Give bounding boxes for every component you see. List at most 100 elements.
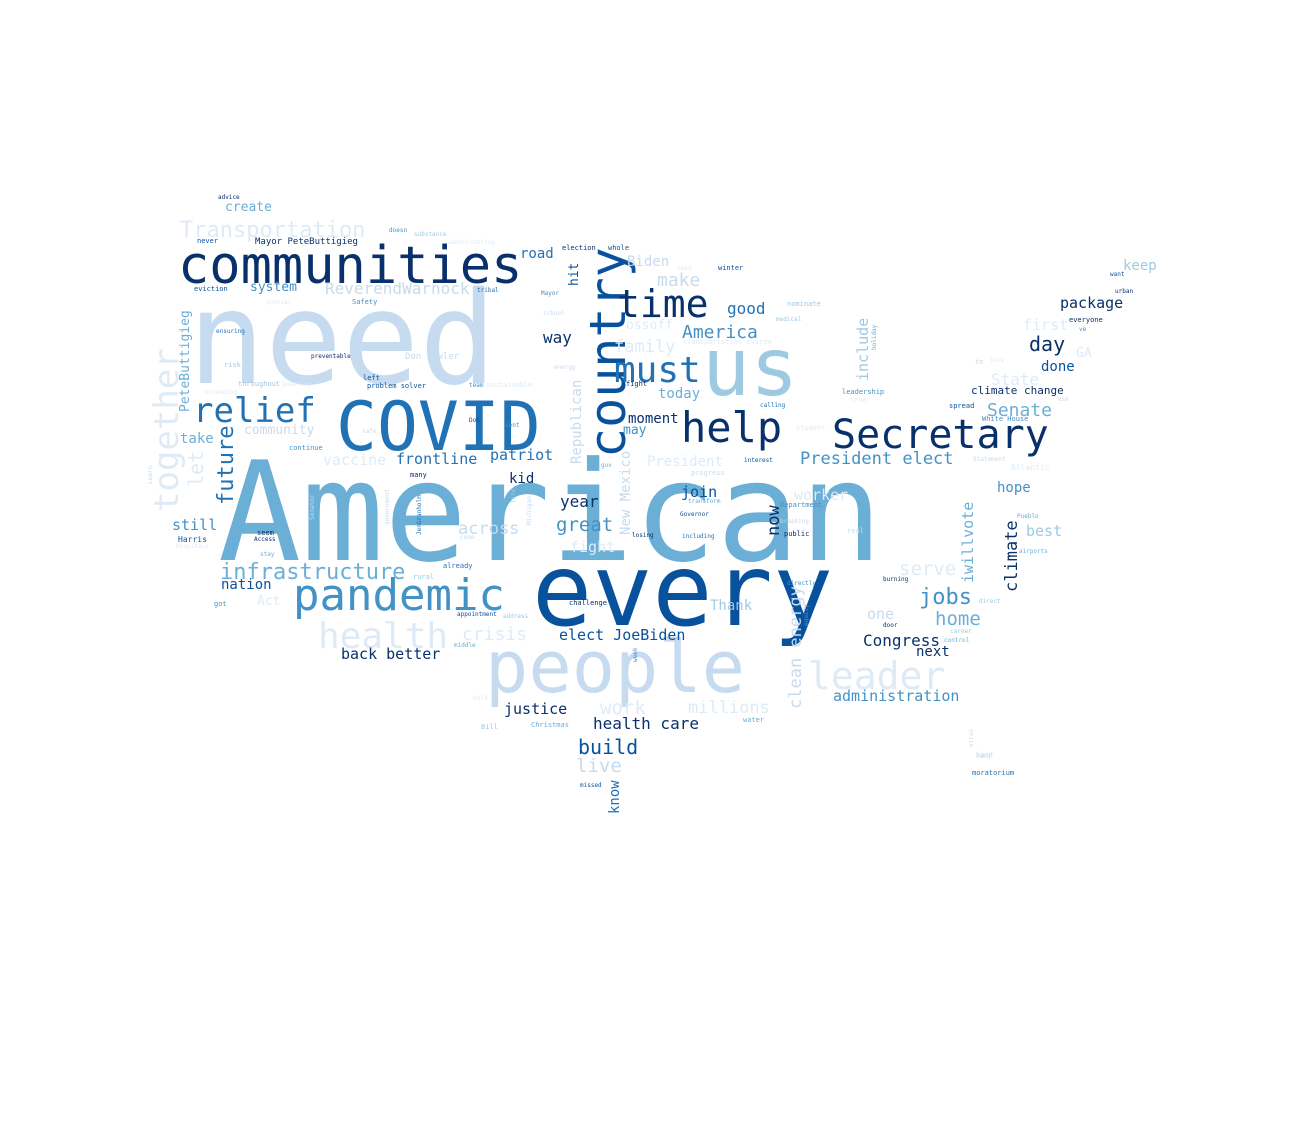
word-appointment: appointment (457, 611, 497, 618)
word-election: election (562, 244, 596, 252)
word-good: good (727, 299, 766, 318)
word-one: one (867, 605, 894, 623)
word-ve: ve (1079, 326, 1087, 333)
word-burning: burning (883, 576, 909, 583)
word-crisis: crisis (462, 624, 527, 645)
word-address: address (503, 613, 529, 620)
word-together: together (147, 348, 187, 512)
word-country: country (579, 247, 637, 458)
word-fight: fight (570, 538, 615, 556)
word-safety: Safety (352, 298, 377, 306)
word-ga: GA (1076, 346, 1092, 361)
word-people: people (485, 625, 745, 709)
word-use: use (1058, 396, 1069, 403)
word-government: government (384, 488, 391, 525)
word-justice: justice (504, 700, 567, 718)
word-preventable: preventable (311, 353, 351, 360)
word-directly: directly (787, 580, 816, 587)
word-kid: kid (509, 471, 534, 487)
word-ossoff: ossoff (626, 318, 673, 333)
word-health: health (318, 616, 448, 657)
word-urban: urban (1115, 288, 1133, 295)
word-hope: hope (997, 480, 1031, 496)
word-transportation: Transportation (180, 218, 365, 243)
word-never: never (197, 237, 218, 245)
word-christmas: Christmas (531, 721, 569, 729)
word-band: band (976, 753, 991, 760)
word-ensuring: ensuring (216, 328, 245, 335)
word-everyone: everyone (1069, 316, 1103, 324)
word-iwillvote: iwillvote (959, 502, 977, 583)
word-secretary: Secretary (832, 412, 1049, 458)
word-te: te (975, 358, 983, 366)
word-help: help (681, 403, 782, 452)
word-hospitals: hospitals (176, 543, 209, 550)
word-department: Department (780, 501, 822, 509)
word-thank: Thank (710, 598, 753, 614)
word-whole: whole (608, 244, 629, 252)
word-need: need (677, 265, 692, 272)
word-doesn: doesn (389, 227, 407, 234)
word-holiday: holiday (871, 324, 878, 350)
word-climate: climate (1002, 520, 1022, 592)
word-take: take (180, 431, 214, 447)
word-extending: extending (205, 389, 238, 396)
word-bill: Bill (481, 723, 498, 731)
word-spread: spread (949, 402, 974, 410)
word-advice: advice (218, 194, 240, 201)
word-must: must (614, 350, 701, 391)
word-live: live (576, 755, 622, 777)
word-reverendwarnock: ReverendWarnock (325, 279, 470, 298)
word-bold: bold (473, 695, 488, 702)
word-best: best (1026, 522, 1062, 540)
word-senator: Senator (309, 494, 316, 520)
word-relief: relief (193, 391, 316, 431)
word-administering: administering (448, 239, 495, 246)
word-moratorium: moratorium (972, 769, 1014, 777)
word-vaccine: vaccine (323, 451, 386, 469)
word-control: control (944, 637, 970, 644)
word-serve: serve (899, 558, 956, 580)
word-elect-joebiden: elect JoeBiden (559, 626, 685, 644)
word-transform: transform (688, 498, 721, 505)
word-congress: Congress (863, 631, 940, 650)
word-stay: stay (260, 551, 275, 558)
word-water: water (743, 716, 764, 724)
word-across: across (458, 519, 519, 539)
word-american: American (218, 432, 883, 593)
word-public: public (784, 530, 809, 538)
word-biden: Biden (627, 254, 669, 270)
word-winter: winter (718, 264, 743, 272)
word-keep: keep (1123, 258, 1157, 274)
word-package: package (1060, 294, 1123, 312)
word-worker: worker (794, 486, 848, 504)
word-school: school (543, 310, 565, 317)
word-student: student (796, 424, 826, 432)
word-tribal: tribal (477, 287, 499, 294)
word-risk: risk (224, 361, 242, 369)
word-community: community (244, 423, 315, 438)
word-airports: airports (1019, 548, 1048, 555)
word-virus: virus (968, 729, 975, 747)
word-medical: medical (776, 316, 802, 323)
word-access: Access (254, 536, 276, 543)
word-equity: equity (803, 604, 810, 626)
word-problem-solver: problem solver (367, 382, 426, 390)
word-next: next (916, 644, 950, 660)
word-continue: continue (289, 444, 323, 452)
word-work: work (600, 697, 646, 719)
word-rural: rural (413, 573, 434, 581)
word-come: come (460, 534, 475, 541)
word-need: need (188, 265, 496, 414)
word-great: great (556, 514, 613, 536)
word-real: real (847, 527, 864, 535)
word-sent: sent (505, 422, 520, 429)
word-direct: direct (979, 598, 1001, 605)
word-millions: millions (688, 698, 770, 718)
word-middle: middle (454, 642, 476, 649)
word-may: may (623, 423, 647, 438)
word-clean-energy: clean energy (786, 586, 806, 709)
word-white-house: White House (982, 415, 1028, 423)
word-senate: Senate (987, 400, 1052, 421)
